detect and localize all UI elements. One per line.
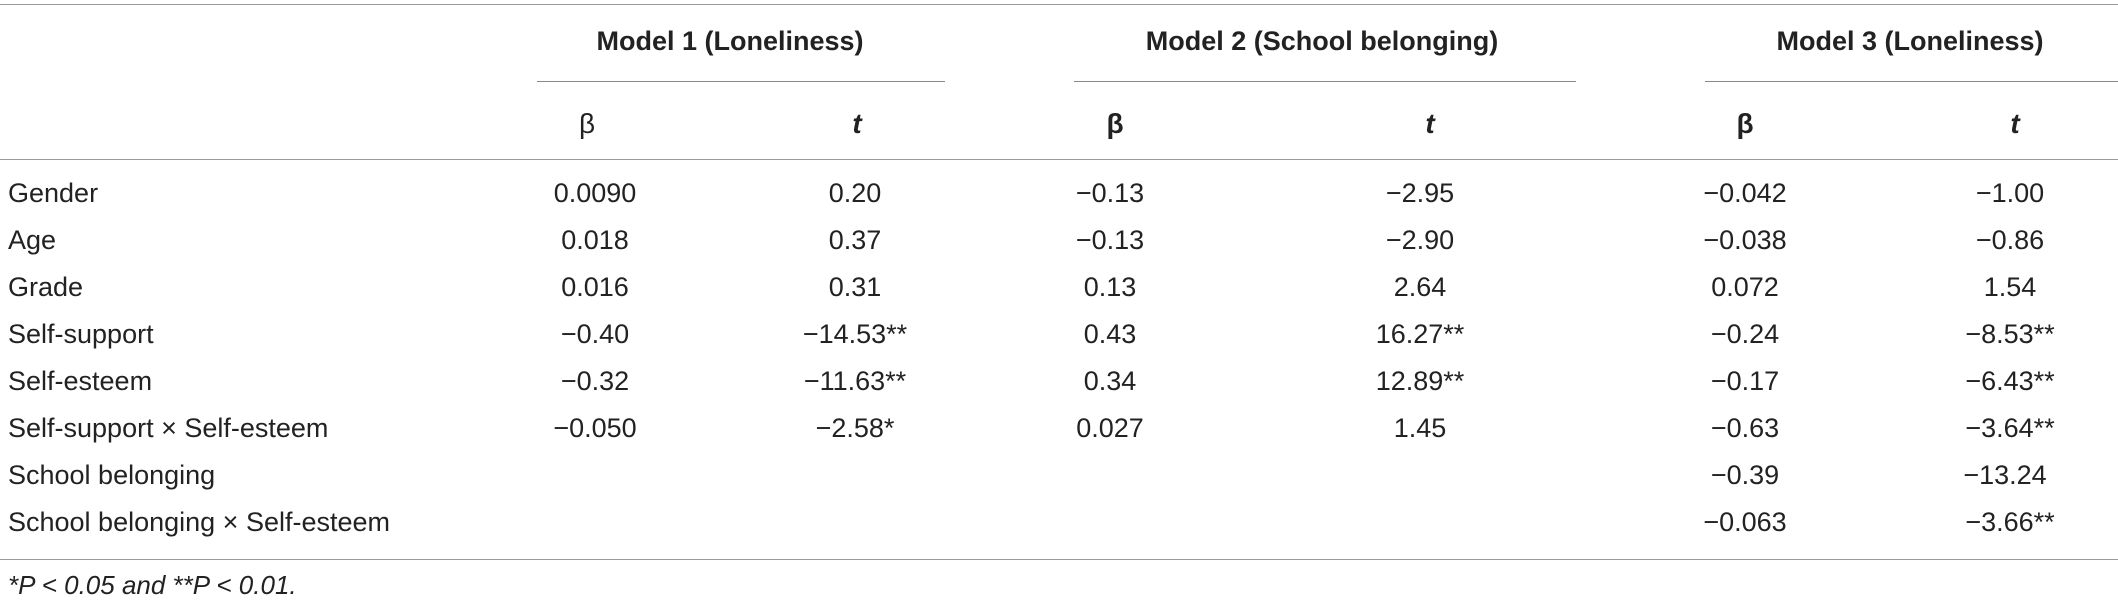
table-cell: 0.37 (828, 225, 882, 255)
table-cell: −8.53** (1965, 319, 2055, 349)
row-label-age: Age (8, 225, 57, 255)
table-cell: −0.042 (1703, 178, 1787, 208)
table-cell: −0.86 (1975, 225, 2045, 255)
table-cell: 0.027 (1076, 413, 1144, 443)
table-cell: −0.13 (1075, 225, 1145, 255)
row-label-self-esteem: Self-esteem (8, 366, 153, 396)
table-cell: 0.20 (828, 178, 882, 208)
table-cell: 0.016 (561, 272, 629, 302)
table-cell: −0.063 (1703, 507, 1787, 537)
model-2-header: Model 2 (School belonging) (1145, 26, 1499, 56)
table-header-rule (0, 159, 2118, 160)
table-cell: 0.34 (1083, 366, 1137, 396)
table-cell: −0.038 (1703, 225, 1787, 255)
row-label-school-belonging: School belonging (8, 460, 216, 490)
table-cell: −0.63 (1710, 413, 1780, 443)
table-cell: −2.58* (815, 413, 895, 443)
model-1-spanner-rule (537, 81, 945, 82)
table-cell: −6.43** (1965, 366, 2055, 396)
row-label-gender: Gender (8, 178, 99, 208)
row-label-grade: Grade (8, 272, 84, 302)
table-cell: −3.64** (1965, 413, 2055, 443)
table-cell: −0.39 (1710, 460, 1780, 490)
table-cell: 16.27** (1375, 319, 1465, 349)
m1-beta-header: β (578, 108, 596, 139)
table-cell: −2.90 (1385, 225, 1455, 255)
row-label-self-support: Self-support (8, 319, 154, 349)
model-1-header: Model 1 (Loneliness) (596, 26, 864, 56)
table-bottom-rule (0, 559, 2118, 560)
m1-t-header: t (852, 108, 862, 139)
model-3-header: Model 3 (Loneliness) (1776, 26, 2044, 56)
table-cell: 12.89** (1375, 366, 1465, 396)
table-cell: −13.24 (1963, 460, 2047, 490)
model-2-spanner-rule (1074, 81, 1576, 82)
table-cell: −11.63** (803, 366, 907, 396)
table-cell: 0.0090 (553, 178, 637, 208)
table-cell: −2.95 (1385, 178, 1455, 208)
table-cell: 0.43 (1083, 319, 1137, 349)
table-cell: −3.66** (1965, 507, 2055, 537)
table-cell: −0.32 (560, 366, 630, 396)
m3-t-header: t (2010, 108, 2020, 139)
table-cell: 0.018 (561, 225, 629, 255)
row-label-school-belonging-x-self-esteem: School belonging × Self-esteem (8, 507, 390, 537)
m2-beta-header: β (1106, 108, 1124, 139)
model-3-spanner-rule (1705, 81, 2118, 82)
table-top-rule (0, 4, 2118, 5)
table-cell: 0.13 (1083, 272, 1137, 302)
table-cell: 0.31 (828, 272, 882, 302)
table-cell: −14.53** (802, 319, 908, 349)
table-cell: −0.40 (560, 319, 630, 349)
table-cell: −0.24 (1710, 319, 1780, 349)
table-footnote: *P < 0.05 and **P < 0.01. (8, 570, 297, 600)
table-cell: 0.072 (1711, 272, 1779, 302)
row-label-self-support-x-self-esteem: Self-support × Self-esteem (8, 413, 329, 443)
table-cell: −1.00 (1975, 178, 2045, 208)
table-cell: −0.13 (1075, 178, 1145, 208)
m2-t-header: t (1425, 108, 1435, 139)
table-cell: 1.45 (1393, 413, 1447, 443)
m3-beta-header: β (1736, 108, 1754, 139)
table-cell: −0.050 (553, 413, 637, 443)
table-cell: 1.54 (1983, 272, 2037, 302)
table-cell: 2.64 (1393, 272, 1447, 302)
table-cell: −0.17 (1710, 366, 1780, 396)
